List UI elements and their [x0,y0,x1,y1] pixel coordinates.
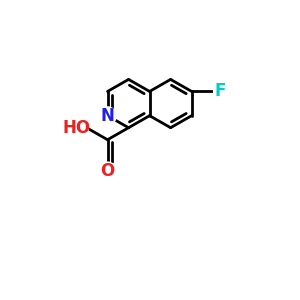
Circle shape [64,116,88,140]
Circle shape [99,162,116,180]
Circle shape [214,85,227,98]
Text: HO: HO [62,119,90,137]
Text: N: N [100,107,115,125]
Text: O: O [100,162,115,180]
Text: F: F [215,82,226,100]
Circle shape [99,107,116,124]
